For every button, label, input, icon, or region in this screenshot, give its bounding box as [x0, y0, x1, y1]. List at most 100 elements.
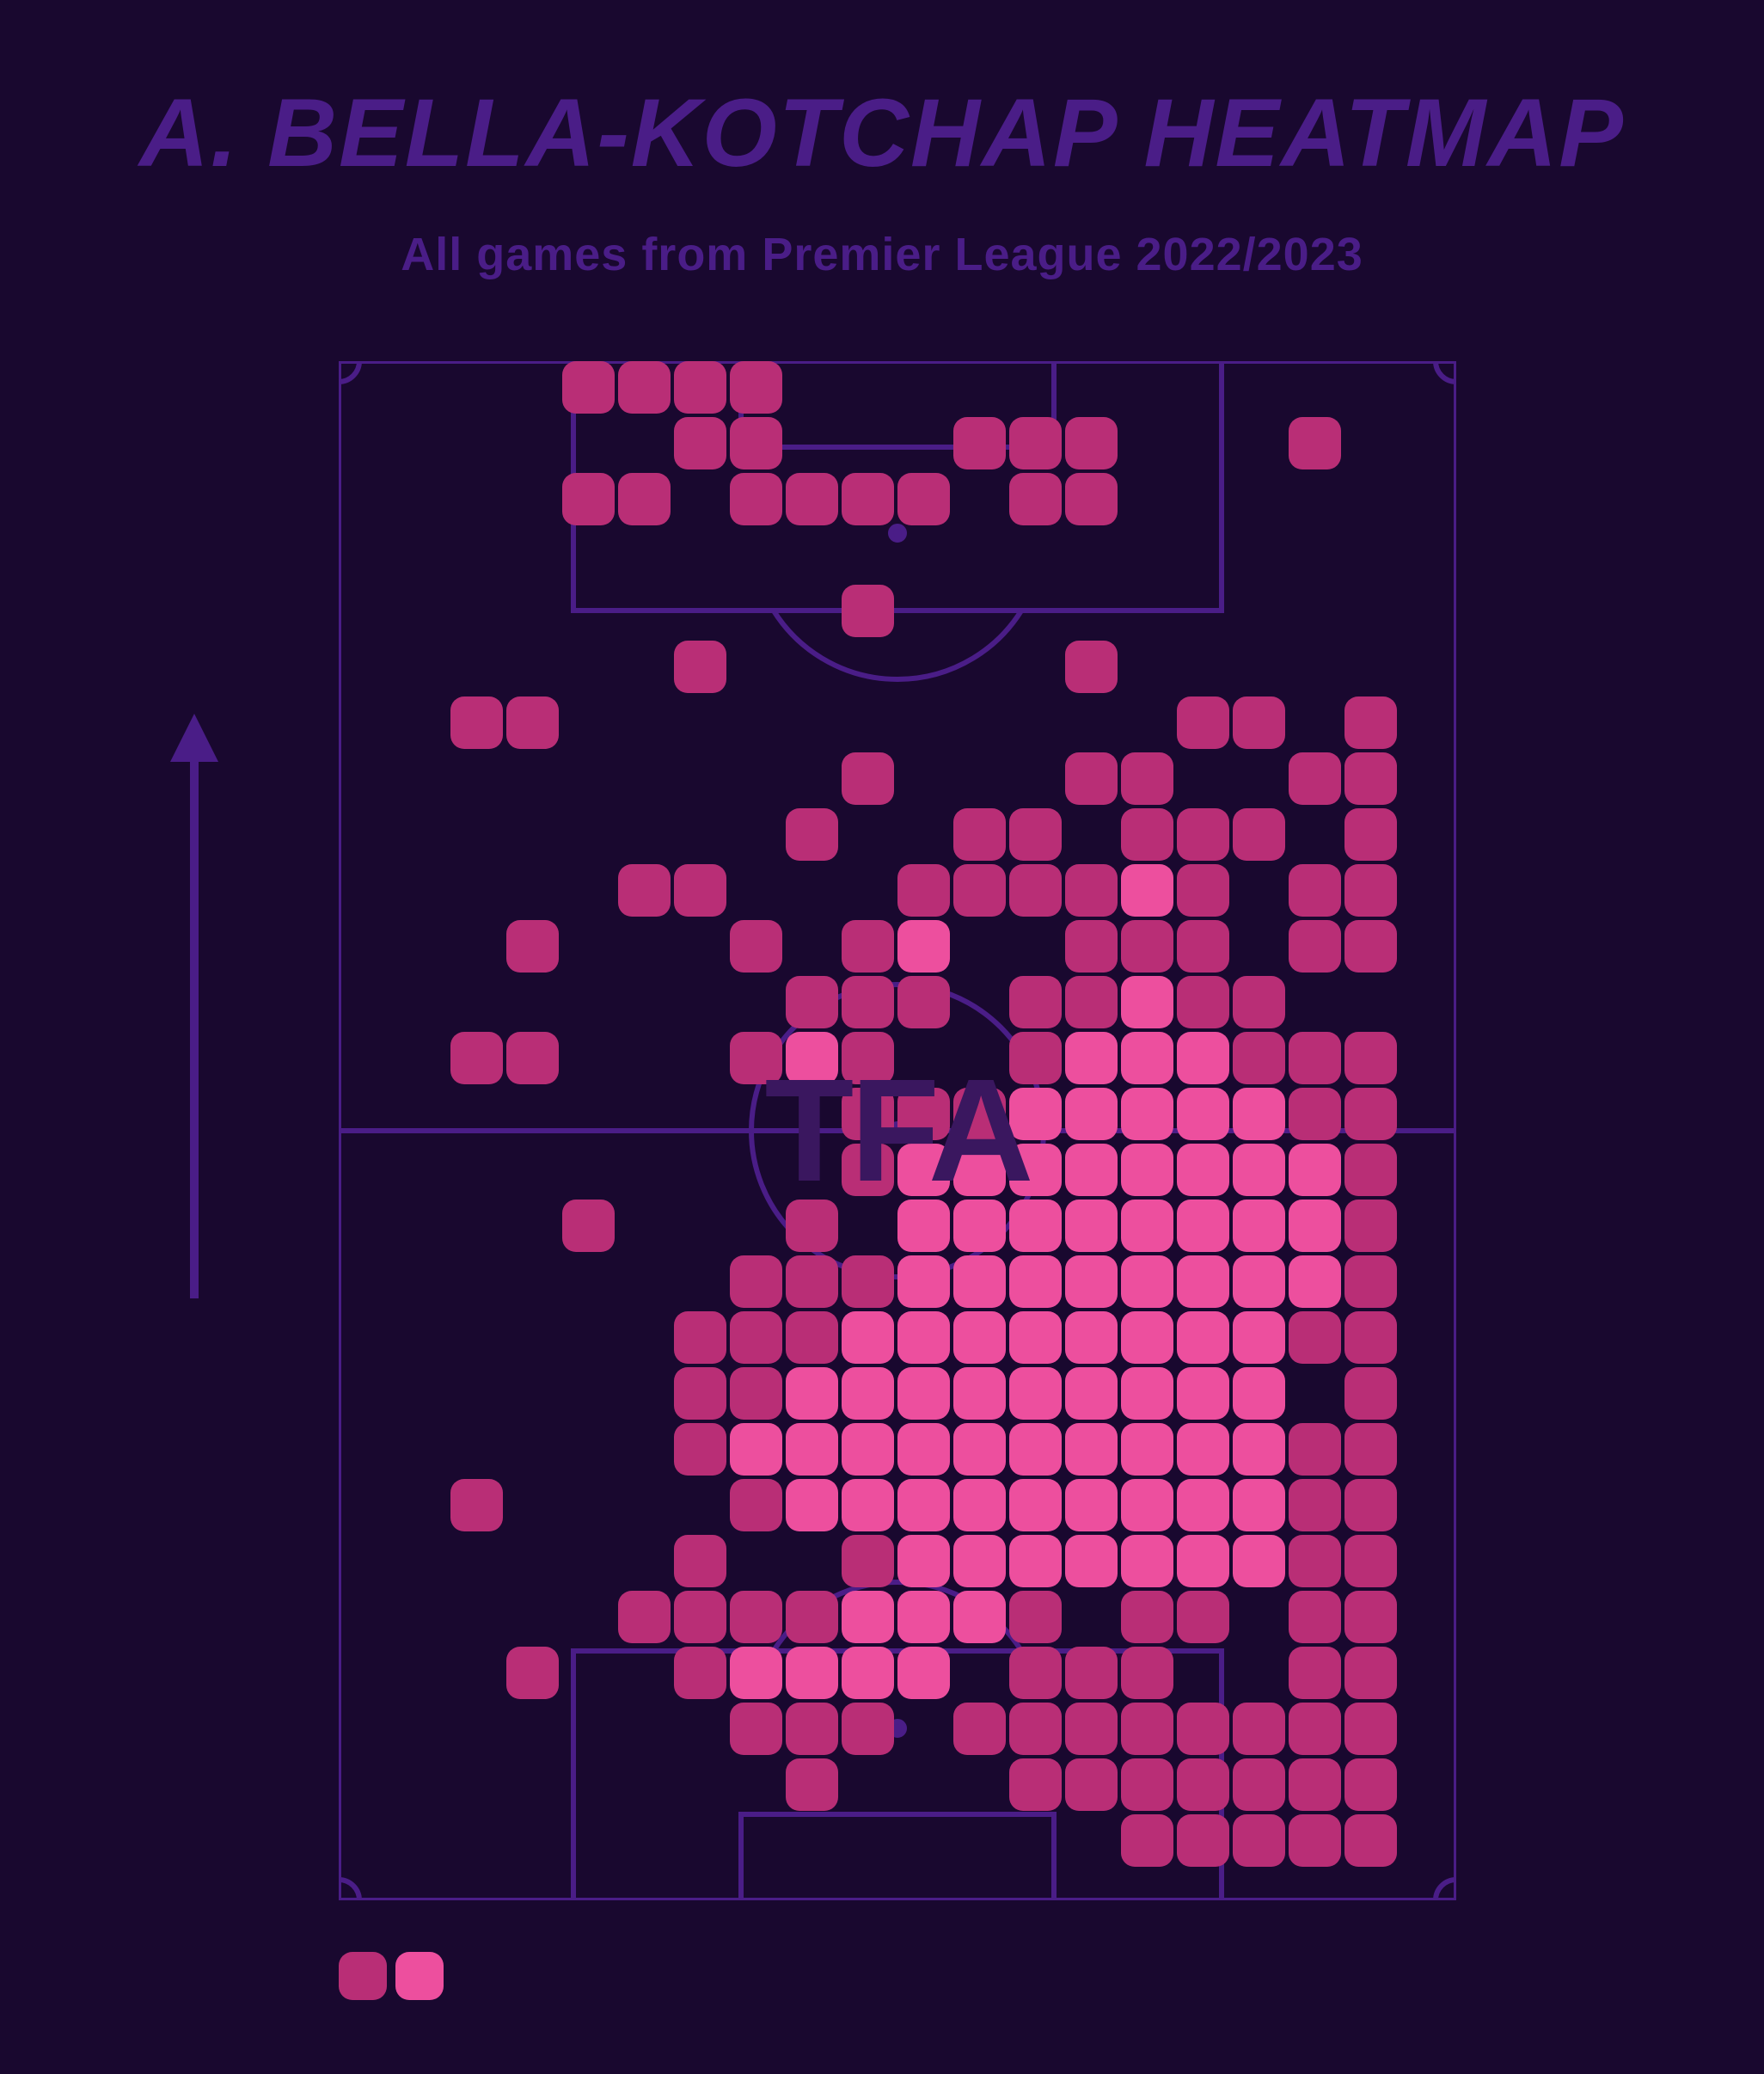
- heatmap-cell: [730, 417, 782, 469]
- heatmap-cell: [674, 1647, 726, 1699]
- heatmap-cell: [1344, 1647, 1397, 1699]
- heatmap-cell: [1065, 473, 1118, 525]
- heatmap-cell: [786, 1647, 838, 1699]
- heatmap-cell: [618, 361, 671, 414]
- heatmap-cell: [1177, 1367, 1229, 1420]
- heatmap-cell: [1289, 1311, 1341, 1364]
- heatmap-cell: [1009, 1032, 1062, 1084]
- heatmap-cell: [1344, 1423, 1397, 1476]
- heatmap-cell: [842, 976, 894, 1028]
- heatmap-cell: [1009, 1088, 1062, 1140]
- legend-swatch: [395, 1952, 444, 2000]
- heatmap-cell: [842, 1423, 894, 1476]
- heatmap-cell: [1065, 417, 1118, 469]
- heatmap-cell: [1121, 1088, 1173, 1140]
- heatmap-cell: [1065, 976, 1118, 1028]
- heatmap-cell: [1177, 808, 1229, 861]
- heatmap-cell: [786, 1032, 838, 1084]
- heatmap-cell: [1177, 1423, 1229, 1476]
- heatmap-cell: [618, 1591, 671, 1643]
- heatmap-cell: [674, 417, 726, 469]
- heatmap-cell: [897, 1255, 950, 1308]
- heatmap-cell: [1065, 1088, 1118, 1140]
- heatmap-cell: [1344, 1255, 1397, 1308]
- heatmap-cell: [450, 1032, 503, 1084]
- heatmap-cell: [674, 361, 726, 414]
- heatmap-cell: [1289, 920, 1341, 973]
- heatmap-cell: [953, 417, 1006, 469]
- heatmap-cell: [730, 361, 782, 414]
- heatmap-cell: [786, 1255, 838, 1308]
- heatmap-cell: [1177, 1200, 1229, 1252]
- heatmap-cell: [1065, 864, 1118, 917]
- heatmap-cell: [562, 1200, 615, 1252]
- heatmap-cell: [618, 864, 671, 917]
- heatmap-cell: [1065, 1144, 1118, 1196]
- heatmap-cell: [730, 1367, 782, 1420]
- heatmap-cell: [1065, 1311, 1118, 1364]
- heatmap-cell: [1344, 1311, 1397, 1364]
- heatmap-cell: [786, 1200, 838, 1252]
- heatmap-cell: [1289, 417, 1341, 469]
- heatmap-cell: [1233, 1311, 1285, 1364]
- heatmap-cell: [1065, 1758, 1118, 1811]
- heatmap-cell: [1121, 976, 1173, 1028]
- heatmap-cell: [1344, 864, 1397, 917]
- heatmap-cell: [1009, 1535, 1062, 1587]
- heatmap-cell: [897, 864, 950, 917]
- heatmap-cell: [1344, 1088, 1397, 1140]
- heatmap-cell: [506, 1647, 559, 1699]
- heatmap-cell: [1177, 1479, 1229, 1531]
- heatmap-cell: [1233, 1423, 1285, 1476]
- heatmap-cell: [842, 920, 894, 973]
- heatmap-cell: [674, 1591, 726, 1643]
- heatmap-cell: [1177, 1591, 1229, 1643]
- heatmap-cell: [1344, 1367, 1397, 1420]
- heatmap-cell: [1344, 1032, 1397, 1084]
- heatmap-cell: [1065, 1535, 1118, 1587]
- heatmap-cell: [1233, 1535, 1285, 1587]
- heatmap-cell: [1009, 1255, 1062, 1308]
- heatmap-cell: [1009, 1703, 1062, 1755]
- heatmap-cell: [953, 1479, 1006, 1531]
- heatmap-cell: [1009, 1200, 1062, 1252]
- heatmap-cell: [506, 1032, 559, 1084]
- heatmap-cell: [1065, 1367, 1118, 1420]
- heatmap-cell: [1121, 864, 1173, 917]
- heatmap-cell: [1065, 1479, 1118, 1531]
- heatmap-cell: [1289, 1703, 1341, 1755]
- heatmap-cell: [842, 1311, 894, 1364]
- heatmap-cell: [1009, 1479, 1062, 1531]
- heatmap-cell: [674, 641, 726, 693]
- heatmap-cell: [1289, 1088, 1341, 1140]
- heatmap-cell: [1121, 1814, 1173, 1867]
- heatmap-cell: [1177, 1311, 1229, 1364]
- pitch-container: TFA: [339, 361, 1456, 1900]
- heatmap-cell: [1121, 1758, 1173, 1811]
- heatmap-cell: [1121, 1032, 1173, 1084]
- heatmap-cell: [1177, 1144, 1229, 1196]
- heatmap-cell: [1177, 1703, 1229, 1755]
- heatmap-cell: [1065, 641, 1118, 693]
- heatmap-cell: [897, 1535, 950, 1587]
- heatmap-cell: [953, 808, 1006, 861]
- heatmap-cell: [1289, 1032, 1341, 1084]
- heatmap-cell: [842, 1647, 894, 1699]
- heatmap-cell: [1065, 1703, 1118, 1755]
- heatmap-cell: [1121, 1647, 1173, 1699]
- heatmap-cell: [786, 976, 838, 1028]
- heatmap-cell: [730, 1591, 782, 1643]
- heatmap-cell: [730, 473, 782, 525]
- heatmap-cell: [1344, 1758, 1397, 1811]
- heatmap-cell: [953, 1200, 1006, 1252]
- heatmap-cell: [953, 1591, 1006, 1643]
- heatmap-cell: [1065, 1032, 1118, 1084]
- heatmap-cell: [842, 1088, 894, 1140]
- heatmap-legend: [339, 1952, 444, 2000]
- heatmap-cell: [674, 1423, 726, 1476]
- heatmap-cell: [842, 752, 894, 805]
- heatmap-cell: [1289, 1591, 1341, 1643]
- heatmap-cell: [1177, 864, 1229, 917]
- heatmap-cell: [1233, 1703, 1285, 1755]
- heatmap-cell: [1344, 1535, 1397, 1587]
